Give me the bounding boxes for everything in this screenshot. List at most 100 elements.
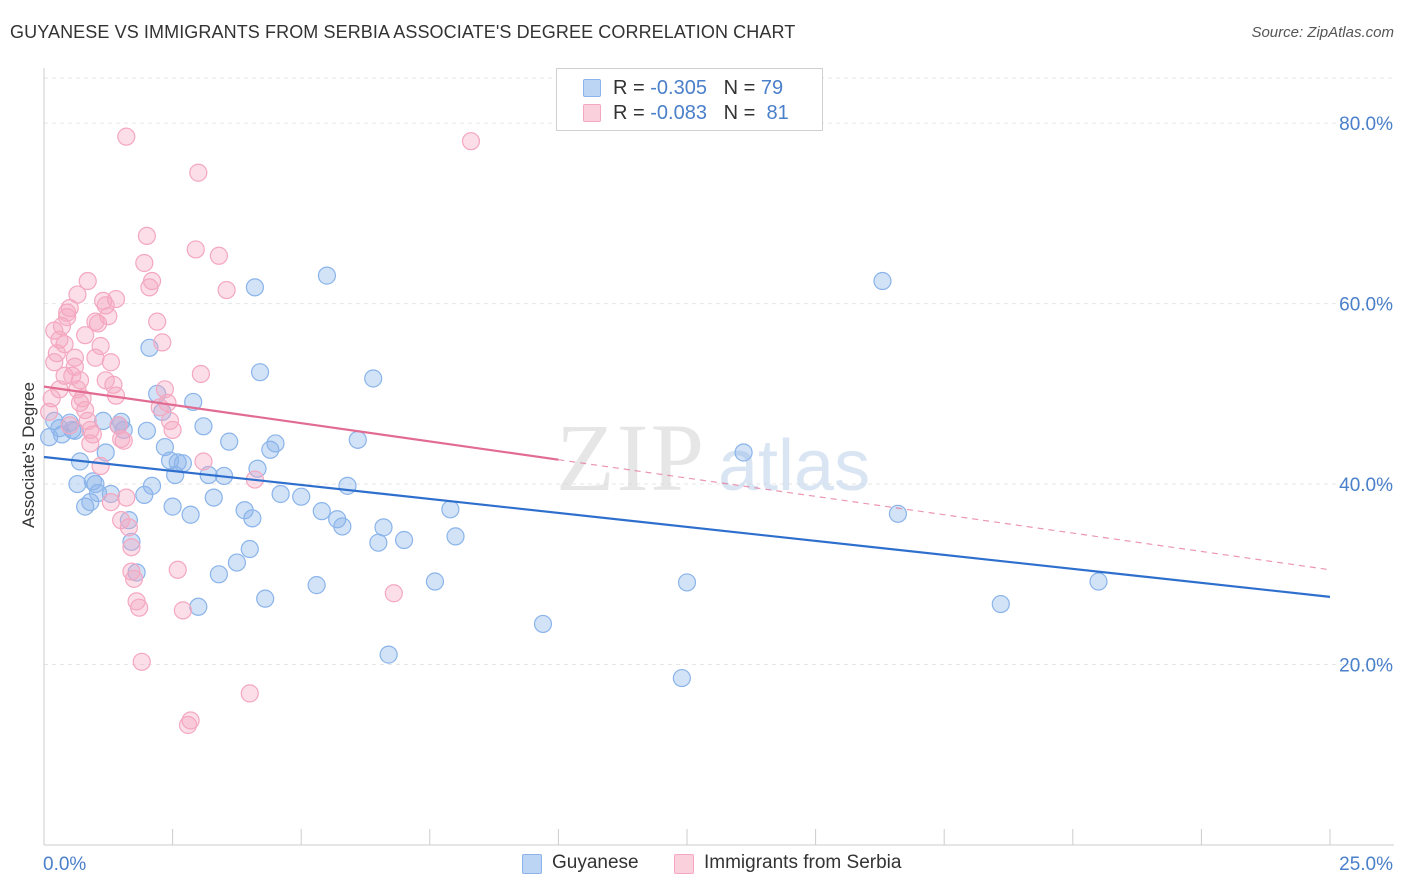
point-guyanese (271, 484, 290, 504)
point-serbia (168, 560, 187, 579)
point-guyanese (441, 500, 460, 519)
point-guyanese (227, 553, 246, 572)
point-serbia (76, 326, 95, 345)
point-serbia (142, 271, 162, 291)
watermark: ZIP atlas (556, 404, 870, 511)
trend-extension-serbia (558, 459, 1331, 571)
point-serbia (112, 429, 131, 449)
point-guyanese (83, 472, 102, 491)
axes (43, 68, 1394, 846)
point-serbia (86, 348, 105, 367)
y-tick-label: 60.0% (1339, 295, 1393, 316)
point-serbia (122, 538, 141, 557)
point-guyanese (394, 530, 414, 550)
point-guyanese (96, 443, 115, 462)
x-tick-label: 0.0% (43, 854, 86, 875)
point-guyanese (338, 476, 357, 495)
y-tick-label: 20.0% (1339, 656, 1393, 677)
point-guyanese (163, 497, 182, 516)
point-guyanese (379, 645, 398, 664)
point-serbia (117, 127, 136, 146)
point-serbia (106, 289, 126, 309)
point-serbia (137, 226, 156, 246)
point-serbia (122, 562, 141, 581)
point-serbia (65, 357, 84, 376)
point-serbia (96, 296, 115, 315)
point-serbia (55, 335, 74, 354)
point-guyanese (425, 572, 445, 591)
point-guyanese (677, 573, 697, 592)
point-guyanese (250, 363, 270, 382)
point-guyanese (220, 432, 239, 451)
point-serbia (173, 601, 192, 620)
bottom-legend-swatch-serbia (674, 854, 694, 874)
point-serbia (384, 584, 403, 603)
trend-lines (43, 385, 1331, 598)
point-guyanese (873, 271, 892, 291)
point-serbia (45, 321, 64, 340)
trend-line-guyanese (43, 455, 1331, 598)
bottom-legend-swatch-guyanese (522, 854, 542, 874)
point-serbia (130, 598, 149, 617)
point-guyanese (446, 527, 465, 546)
point-guyanese (119, 511, 138, 530)
point-serbia (88, 314, 108, 333)
point-serbia (461, 132, 481, 151)
point-guyanese (348, 430, 367, 449)
watermark-zip: ZIP (556, 404, 706, 511)
point-serbia (91, 336, 110, 356)
point-guyanese (189, 597, 208, 616)
point-serbia (58, 303, 77, 322)
point-guyanese (155, 437, 174, 457)
point-serbia (81, 434, 100, 453)
point-guyanese (266, 434, 285, 453)
point-serbia (132, 652, 151, 671)
point-guyanese (307, 576, 326, 595)
watermark-atlas: atlas (718, 426, 870, 506)
point-serbia (124, 569, 144, 588)
point-serbia (119, 518, 138, 537)
gridlines (44, 77, 1394, 666)
point-guyanese (65, 421, 84, 440)
point-serbia (181, 711, 200, 730)
point-guyanese (68, 474, 87, 494)
point-guyanese (142, 476, 162, 495)
point-serbia (240, 684, 259, 703)
point-serbia (135, 253, 154, 273)
point-serbia (194, 452, 213, 471)
x-tick-label: 25.0% (1339, 854, 1393, 875)
legend-swatch-serbia (583, 104, 601, 122)
legend-swatch-guyanese (583, 79, 601, 97)
point-guyanese (137, 421, 156, 440)
point-guyanese (243, 509, 262, 528)
point-guyanese (209, 565, 228, 584)
point-guyanese (245, 278, 265, 297)
point-serbia (60, 416, 79, 435)
point-serbia (186, 240, 205, 259)
point-guyanese (256, 589, 275, 608)
point-guyanese (240, 539, 259, 559)
point-serbia (217, 280, 236, 300)
point-serbia (96, 371, 115, 390)
point-guyanese (991, 594, 1010, 614)
point-guyanese (672, 668, 691, 688)
point-guyanese (204, 488, 223, 507)
point-guyanese (734, 443, 753, 462)
point-guyanese (181, 505, 200, 524)
point-serbia (112, 511, 131, 530)
trend-line-serbia (43, 385, 559, 461)
point-guyanese (333, 517, 352, 536)
point-serbia (153, 333, 172, 352)
y-tick-label: 40.0% (1339, 475, 1393, 496)
chart-title: GUYANESE VS IMMIGRANTS FROM SERBIA ASSOC… (10, 22, 796, 42)
point-serbia (68, 285, 87, 304)
tick-labels: 20.0% 40.0% 60.0% 80.0% 0.0% 25.0% (43, 114, 1393, 875)
point-guyanese (888, 504, 908, 523)
point-serbia (55, 366, 74, 385)
point-serbia (117, 488, 136, 507)
point-guyanese (88, 483, 108, 503)
point-guyanese (1089, 572, 1108, 591)
point-guyanese (173, 454, 192, 473)
correlation-legend: R = -0.305 N = 79 R = -0.083 N = 81 (556, 68, 823, 131)
